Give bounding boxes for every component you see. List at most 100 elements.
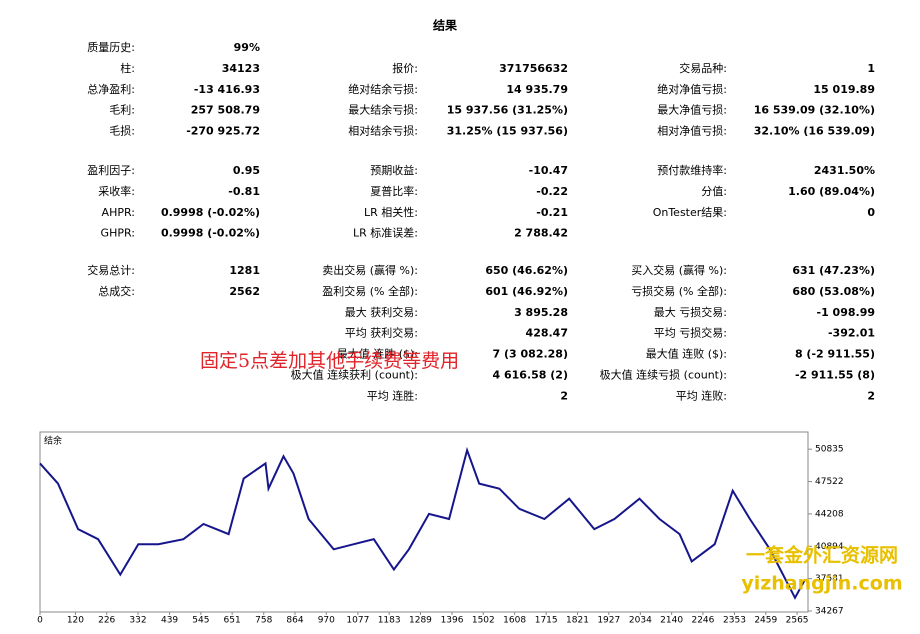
stat-value: 1281 (229, 264, 260, 277)
stat-value: 7 (3 082.28) (493, 348, 568, 361)
stat-value: -0.22 (536, 185, 568, 198)
stat-value: 15 937.56 (31.25%) (447, 104, 568, 117)
stat-value: 650 (46.62%) (485, 264, 568, 277)
y-tick-label: 44208 (815, 509, 844, 519)
x-tick-label: 0 (37, 616, 43, 626)
stat-value: 34123 (222, 62, 260, 75)
stat-label: 柱: (120, 61, 135, 75)
x-tick-label: 1927 (597, 616, 620, 626)
stat-value: 631 (47.23%) (792, 264, 875, 277)
stat-label: 极大值 连续亏损 (count): (600, 368, 727, 382)
stat-label: 盈利交易 (% 全部): (322, 284, 418, 298)
x-tick-label: 758 (255, 616, 272, 626)
x-tick-label: 1289 (409, 616, 432, 626)
stat-label: LR 标准误差: (353, 226, 418, 240)
stat-value: -270 925.72 (186, 125, 260, 138)
stat-label: 分值: (701, 185, 727, 198)
stat-value: 2 (867, 389, 875, 402)
x-tick-label: 1502 (472, 616, 495, 626)
chart-title: 结余 (44, 435, 62, 447)
stat-label: 最大值 连胜 ($): (337, 347, 418, 361)
x-tick-label: 1077 (346, 616, 369, 626)
stat-value: 0.9998 (-0.02%) (161, 227, 260, 240)
stat-label: 质量历史: (87, 41, 135, 54)
stat-label: 相对结余亏损: (348, 124, 418, 138)
stat-label: 卖出交易 (赢得 %): (322, 263, 418, 277)
x-tick-label: 545 (192, 616, 209, 626)
stat-label: 最大净值亏损: (657, 103, 727, 117)
stat-value: 4 616.58 (2) (493, 369, 568, 382)
stat-label: 平均 获利交易: (345, 326, 418, 340)
y-tick-label: 50835 (815, 445, 844, 455)
stat-label: 预付款维持率: (657, 163, 727, 177)
stat-label: 买入交易 (赢得 %): (631, 263, 727, 277)
stat-value: 601 (46.92%) (485, 285, 568, 298)
stat-label: 平均 连败: (676, 388, 727, 402)
y-tick-label: 47522 (815, 477, 844, 487)
x-tick-label: 2246 (691, 616, 714, 626)
stat-label: 绝对净值亏损: (657, 82, 727, 96)
report-title: 结果 (433, 18, 457, 33)
stat-label: 盈利因子: (87, 164, 135, 177)
stat-value: 1.60 (89.04%) (788, 185, 875, 198)
stat-label: 交易总计: (87, 263, 135, 277)
stat-value: 99% (234, 41, 260, 54)
y-tick-label: 40894 (815, 542, 844, 552)
stat-value: -0.21 (536, 206, 568, 219)
y-tick-label: 37581 (815, 574, 844, 584)
stat-value: 680 (53.08%) (792, 285, 875, 298)
stat-label: 总成交: (98, 284, 135, 298)
x-tick-label: 439 (161, 616, 178, 626)
stat-value: 0 (867, 206, 875, 219)
stat-label: 夏普比率: (370, 184, 418, 198)
stat-value: -0.81 (228, 185, 260, 198)
balance-line (39, 446, 806, 600)
stat-label: OnTester结果: (653, 206, 727, 219)
stat-value: -2 911.55 (8) (795, 369, 875, 382)
stat-label: LR 相关性: (364, 205, 418, 219)
x-tick-label: 1715 (535, 616, 558, 626)
stat-label: 极大值 连续获利 (count): (291, 368, 418, 382)
stat-label: 相对净值亏损: (657, 124, 727, 138)
x-tick-label: 2353 (723, 616, 746, 626)
stat-value: -10.47 (529, 164, 568, 177)
x-tick-label: 970 (318, 616, 335, 626)
stat-label: 最大值 连败 ($): (646, 347, 727, 361)
stat-value: 32.10% (16 539.09) (754, 125, 875, 138)
stat-value: 2562 (229, 285, 260, 298)
stat-label: 平均 亏损交易: (654, 326, 727, 340)
stat-value: 2 788.42 (514, 227, 568, 240)
watermark: yizhangjin.com (741, 573, 902, 595)
stat-label: 最大 亏损交易: (654, 305, 727, 319)
y-tick-label: 34267 (815, 606, 844, 616)
x-tick-label: 1821 (566, 616, 589, 626)
stat-value: 3 895.28 (514, 306, 568, 319)
stat-value: 1 (867, 62, 875, 75)
x-tick-label: 226 (98, 616, 115, 626)
x-tick-label: 864 (286, 616, 303, 626)
stat-label: 交易品种: (679, 61, 727, 75)
stat-value: 428.47 (526, 327, 568, 340)
x-tick-label: 1396 (441, 616, 464, 626)
x-tick-label: 120 (67, 616, 84, 626)
stat-value: 14 935.79 (506, 83, 568, 96)
stat-value: -392.01 (828, 327, 875, 340)
stat-label: 总净盈利: (87, 82, 135, 96)
stat-value: 2 (560, 389, 568, 402)
x-tick-label: 2140 (660, 616, 683, 626)
stat-label: 采收率: (98, 184, 135, 198)
stat-value: 257 508.79 (191, 104, 260, 117)
x-tick-label: 2565 (786, 616, 809, 626)
stat-label: GHPR: (101, 227, 135, 240)
stat-value: 16 539.09 (32.10%) (754, 104, 875, 117)
stat-label: 预期收益: (370, 163, 418, 177)
x-tick-label: 651 (224, 616, 241, 626)
stat-label: 平均 连胜: (367, 388, 418, 402)
x-tick-label: 1608 (503, 616, 526, 626)
stat-label: 报价: (392, 61, 418, 75)
x-tick-label: 2459 (754, 616, 777, 626)
stat-label: 毛损: (109, 124, 135, 138)
stat-label: 最大 获利交易: (345, 305, 418, 319)
stat-value: 2431.50% (814, 164, 875, 177)
